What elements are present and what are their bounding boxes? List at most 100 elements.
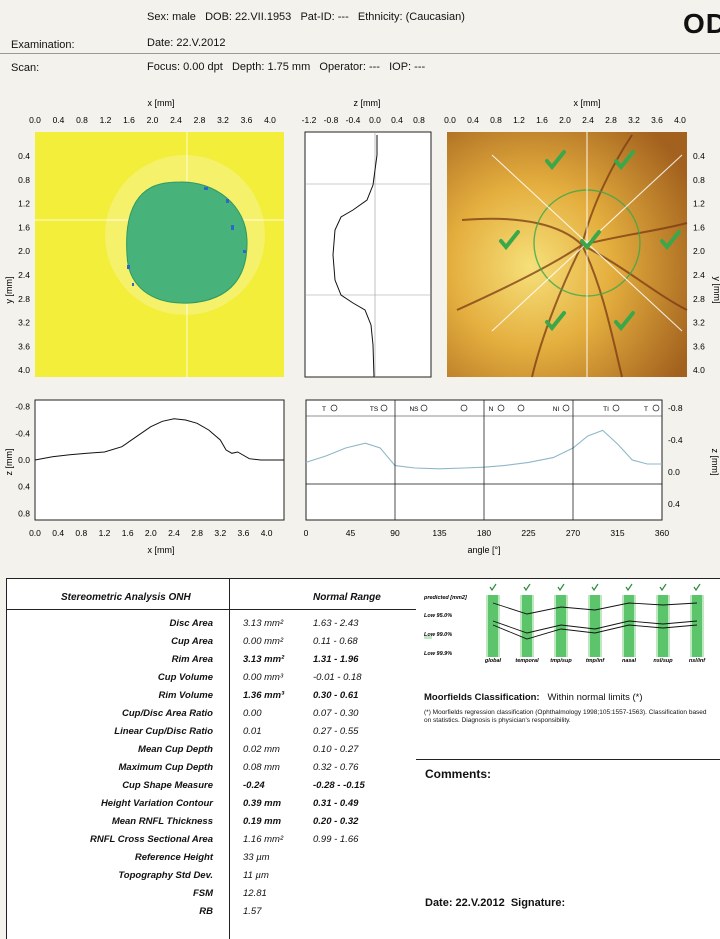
topo-y-tick: 0.4 [18,151,30,161]
parameter-name: RNFL Cross Sectional Area [89,834,213,845]
check-mark-icon [499,230,520,251]
contour-x-ticks: 0 45 90 135 180 225 270 315 360 [304,528,670,538]
sector-clock-icon [330,404,338,412]
fundus-x-tick: 4.0 [674,115,686,125]
normal-range-value: 0.10 - 0.27 [313,744,359,755]
signature-line: Date: 22.V.2012 Signature: [425,897,566,909]
parameter-value: 12.81 [243,888,267,899]
vprofile-x-tick: 0.0 [369,115,381,125]
parameter-name: Topography Std Dev. [118,870,213,881]
contour-curve [305,429,662,470]
check-mark-icon [545,311,566,332]
moorfields-threshold-line [492,620,698,634]
normal-range-value: 0.07 - 0.30 [313,708,359,719]
normal-range-header: Normal Range [313,592,381,603]
contour-x-tick: 135 [432,528,446,538]
parameter-value: 0.00 mm² [243,636,284,647]
parameter-name: Cup Area [171,636,213,647]
parameter-value: 3.13 mm² [243,654,285,665]
topo-x-tick: 4.0 [264,115,276,125]
fundus-x-tick: 0.0 [444,115,456,125]
moorfields-sector-label: nsl/sup [653,658,673,663]
contour-x-tick: 315 [610,528,624,538]
contour-xlabel: angle [°] [467,545,500,555]
topo-x-tick: 1.6 [123,115,135,125]
hprofile-x-tick: 3.6 [238,528,250,538]
parameter-value: -0.24 [243,780,265,791]
topo-y-tick: 2.0 [18,246,30,256]
moorfields-bar-chart: predicted [mm2] Low 95.0% Low 99.0% Low 99.… [423,583,706,663]
fundus-x-tick: 2.0 [559,115,571,125]
moorfields-threshold-line [492,624,698,640]
header-divider [0,53,720,54]
contour-x-tick: 0 [304,528,309,538]
parameter-name: Cup Volume [157,672,213,683]
normal-range-value: -0.01 - 0.18 [313,672,362,683]
examination-label: Examination: [11,39,75,51]
hprofile-x-tick: 0.8 [75,528,87,538]
table-row: RNFL Cross Sectional Area 1.16 mm² 0.99 - … [7,832,417,849]
topo-x-tick: 2.0 [147,115,159,125]
sector-clock-icon [420,404,428,412]
hprofile-x-tick: 0.4 [52,528,64,538]
parameter-name: Maximum Cup Depth [118,762,213,773]
moorfields-level-label: Low 95.0% [424,613,452,619]
parameter-value: 1.57 [243,906,262,917]
check-mark-icon [580,230,601,251]
parameter-value: 1.16 mm² [243,834,284,845]
moorfields-sector-bar-fill [488,595,498,657]
parameter-value: 0.39 mm [243,798,282,809]
fundus-vessels [456,134,688,378]
table-row: Mean Cup Depth 0.02 mm 0.10 - 0.27 [7,742,417,759]
fundus-x-tick: 0.4 [467,115,479,125]
parameter-name: Reference Height [134,852,213,863]
moorfields-sector-bar-fill [590,595,600,657]
vprofile-x-tick: 0.4 [391,115,403,125]
fundus-y-ticks: 0.4 0.8 1.2 1.6 2.0 2.4 2.8 3.2 3.6 4.0 [693,151,705,375]
hprofile-x-tick: 1.6 [122,528,134,538]
fundus-x-tick: 1.6 [536,115,548,125]
sector-clock-icon [380,404,388,412]
topo-ylabel: y [mm] [4,277,14,304]
moorfields-footnote: (*) Moorfields regression classification… [424,709,707,724]
rim-marks [127,187,246,286]
parameter-value: 3.13 mm² [243,618,284,629]
topo-x-tick: 2.4 [170,115,182,125]
moorfields-sector-label: tmp/inf [586,658,605,663]
fundus-x-tick: 3.2 [628,115,640,125]
table-row: Cup/Disc Area Ratio 0.00 0.07 - 0.30 [7,706,417,723]
height-contour-graph: T TS NS N NI TI T -0.8 -0.4 0.0 0.4 0 45 90 135 180 22… [304,399,720,555]
fundus-y-tick: 3.2 [693,318,705,328]
stereometric-col-divider [229,579,230,939]
moorfields-sector-label: tmp/sup [550,658,572,663]
contour-x-tick: 45 [346,528,356,538]
moorfields-classification-value: Within normal limits (*) [547,692,643,703]
table-row: Cup Area 0.00 mm² 0.11 - 0.68 [7,634,417,651]
table-row: RB 1.57 [7,904,417,921]
moorfields-sector-label: temporal [515,658,539,663]
parameter-value: 0.00 [243,708,262,719]
sector-label: T [644,406,648,413]
table-row: Cup Shape Measure -0.24 -0.28 - -0.15 [7,778,417,795]
normal-range-value: 1.31 - 1.96 [313,654,359,665]
fundus-y-tick: 0.8 [693,175,705,185]
contour-sector-labels: T TS NS N NI TI T [322,404,660,413]
hprofile-x-tick: 4.0 [261,528,273,538]
sector-clock-icon [562,404,570,412]
vprofile-x-tick: -1.2 [302,115,317,125]
contour-y-tick: -0.8 [668,403,683,413]
check-mark-icon [659,583,667,592]
hprofile-x-tick: 1.2 [99,528,111,538]
scan-label: Scan: [11,62,40,74]
sector-label: TI [603,406,609,413]
parameter-value: 1.36 mm³ [243,690,285,701]
moorfields-panel: predicted [mm2] Low 95.0% Low 99.0% Low 99.… [416,578,720,675]
sector-clock-icon [612,404,620,412]
parameter-name: Rim Volume [158,690,213,701]
table-row: FSM 12.81 [7,886,417,903]
vprofile-curve [332,135,378,378]
check-mark-icon [545,150,566,171]
hprofile-curve [34,418,284,461]
topo-y-tick: 2.8 [18,294,30,304]
patient-info: Sex: male DOB: 22.VII.1953 Pat-ID: --- E… [147,11,465,23]
